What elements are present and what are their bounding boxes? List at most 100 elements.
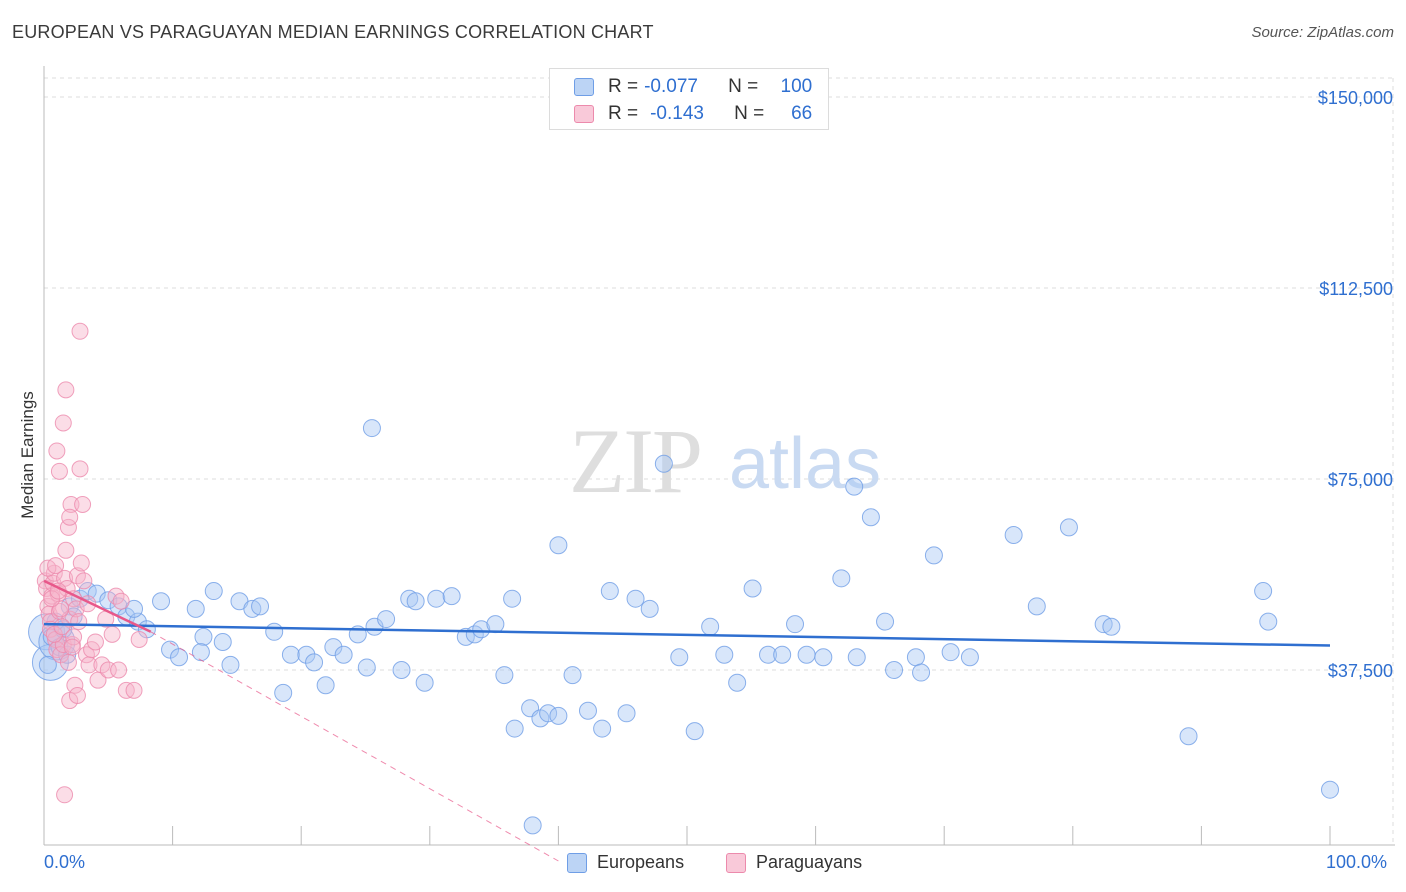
- data-point: [194, 627, 213, 646]
- data-point: [204, 582, 223, 601]
- data-point: [70, 613, 88, 631]
- data-point: [71, 460, 89, 478]
- data-point: [847, 648, 866, 667]
- legend-r-label: R =: [608, 76, 639, 97]
- data-point: [728, 673, 747, 692]
- data-point: [66, 676, 84, 694]
- data-point: [170, 648, 189, 667]
- data-point: [74, 495, 92, 513]
- data-point: [743, 579, 762, 598]
- data-point: [103, 625, 121, 643]
- trend-lines: [43, 579, 1331, 862]
- axes: [43, 66, 1395, 846]
- legend-swatch-paraguayans: [726, 852, 746, 873]
- data-point: [495, 666, 514, 685]
- chart-title: EUROPEAN VS PARAGUAYAN MEDIAN EARNINGS C…: [12, 22, 654, 42]
- legend-n-value: 66: [791, 103, 813, 124]
- data-point: [392, 661, 411, 679]
- legend-swatch-blue: [574, 78, 594, 96]
- data-point: [670, 648, 689, 667]
- legend-n-value: 100: [780, 76, 813, 97]
- legend-r-label: R =: [608, 103, 639, 124]
- data-point: [701, 617, 720, 636]
- data-point: [125, 681, 143, 699]
- data-point: [213, 632, 232, 651]
- data-point: [362, 419, 381, 438]
- data-point: [876, 612, 895, 631]
- data-point: [48, 442, 66, 460]
- data-point: [99, 661, 117, 679]
- watermark-zipatlas: ZIP atlas: [569, 410, 881, 512]
- data-point: [617, 704, 636, 723]
- data-point: [906, 648, 925, 667]
- data-point: [130, 630, 148, 648]
- data-point: [77, 646, 95, 664]
- data-point: [406, 592, 425, 611]
- data-point: [57, 381, 75, 399]
- data-point: [861, 508, 880, 527]
- legend-swatch-europeans: [567, 852, 587, 873]
- trend-line-paraguayans: [43, 579, 152, 633]
- data-point: [960, 648, 979, 667]
- data-point: [83, 641, 101, 659]
- data-point: [814, 648, 833, 667]
- series-europeans: [28, 419, 1339, 835]
- data-point: [845, 477, 864, 496]
- data-point: [110, 661, 128, 679]
- legend-row-paraguayans: R = -0.143 N = 66: [574, 102, 812, 126]
- data-point: [281, 645, 300, 664]
- data-point: [68, 686, 86, 704]
- data-point: [1027, 597, 1046, 616]
- trend-extension-paraguayans: [150, 631, 559, 862]
- legend-n-label: N =: [728, 76, 759, 97]
- data-point: [640, 599, 659, 618]
- data-point: [112, 592, 130, 610]
- data-point: [786, 615, 805, 634]
- data-point: [47, 557, 65, 575]
- data-point: [59, 653, 77, 671]
- data-point: [715, 645, 734, 664]
- data-point: [62, 495, 80, 513]
- data-point: [54, 414, 72, 432]
- data-point: [593, 719, 612, 738]
- trend-line-europeans: [43, 622, 1331, 647]
- y-tick-label: $112,500: [1319, 279, 1393, 299]
- data-point: [549, 536, 568, 555]
- data-point: [1259, 612, 1278, 631]
- data-point: [186, 599, 205, 618]
- data-point: [53, 618, 71, 636]
- data-point: [654, 454, 673, 473]
- data-point: [297, 645, 316, 664]
- data-point: [38, 655, 57, 674]
- data-point: [316, 676, 335, 695]
- data-point: [549, 706, 568, 725]
- data-point: [912, 663, 931, 682]
- series-legend: Europeans Paraguayans: [0, 852, 1406, 878]
- data-point: [539, 704, 558, 723]
- data-point: [442, 587, 461, 606]
- data-point: [99, 591, 118, 610]
- data-point: [472, 620, 491, 639]
- data-point: [503, 589, 522, 608]
- legend-item-europeans[interactable]: Europeans: [567, 852, 684, 873]
- data-point: [56, 786, 74, 804]
- data-point: [486, 615, 505, 634]
- data-point: [265, 622, 284, 641]
- y-tick-label: $37,500: [1328, 661, 1393, 681]
- data-point: [71, 322, 89, 340]
- legend-r-value: -0.077: [644, 76, 698, 97]
- y-axis-label: Median Earnings: [18, 391, 37, 519]
- legend-n-label: N =: [734, 103, 765, 124]
- data-point: [1102, 617, 1121, 636]
- data-point: [924, 546, 943, 565]
- data-point: [107, 587, 125, 605]
- data-point: [1059, 518, 1078, 537]
- svg-text:atlas: atlas: [729, 424, 881, 504]
- data-point: [1004, 526, 1023, 545]
- data-point: [427, 589, 446, 608]
- correlation-legend: R = -0.077 N = 100 R = -0.143 N = 66: [549, 68, 829, 130]
- y-tick-label: $150,000: [1318, 88, 1393, 108]
- legend-item-paraguayans[interactable]: Paraguayans: [726, 852, 862, 873]
- data-point: [415, 673, 434, 692]
